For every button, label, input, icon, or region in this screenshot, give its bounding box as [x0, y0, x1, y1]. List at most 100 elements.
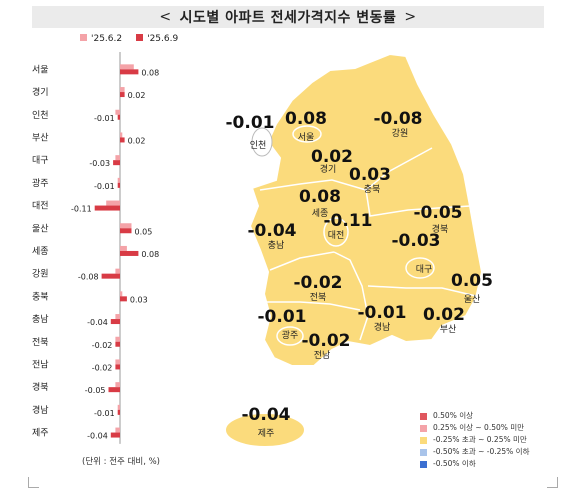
map-boundary-gyeongnam [367, 285, 477, 297]
map-value-label: -0.08 [374, 109, 423, 129]
bar-series-1 [120, 132, 123, 138]
map-legend-label: -0.50% 초과 ~ -0.25% 이하 [433, 447, 530, 456]
bar-series-1 [120, 245, 127, 251]
bar-series-2 [120, 92, 125, 98]
map-value-label: -0.02 [302, 331, 351, 351]
bar-series-2 [101, 273, 120, 279]
bar-series-2 [120, 137, 125, 143]
map-region-name: 강원 [392, 128, 409, 139]
map-daejeon [323, 217, 349, 247]
map-region-name: 울산 [464, 294, 481, 305]
map-value-label: 0.02 [311, 147, 353, 167]
map-value-label: 0.08 [285, 109, 327, 129]
bar-series-1 [115, 109, 120, 115]
chart-title-bar: < 시도별 아파트 전세가격지수 변동률 > [32, 6, 544, 28]
map-value-label: -0.01 [258, 307, 307, 327]
map-legend-label: -0.25% 초과 ~ 0.25% 미만 [433, 435, 527, 444]
data-label: -0.05 [85, 386, 106, 395]
bar-series-2 [110, 432, 120, 438]
map-seoul [292, 125, 322, 143]
map-region-name: 충남 [268, 240, 285, 251]
bar-series-1 [115, 336, 120, 342]
bar-series-1 [120, 223, 132, 229]
map-legend-row: -0.50% 초과 ~ -0.25% 이하 [420, 446, 529, 458]
map-legend-label: 0.50% 이상 [433, 411, 474, 420]
bar-series-1 [115, 359, 120, 365]
map-region-name: 대전 [328, 230, 345, 241]
map-legend-label: 0.25% 이상 ~ 0.50% 미만 [433, 423, 525, 432]
series-legend: '25.6.2 '25.6.9 [80, 34, 178, 44]
map-region-name: 경북 [432, 223, 449, 235]
data-label: 0.02 [128, 136, 146, 145]
bar-series-1 [115, 427, 120, 433]
map-region-name: 충북 [364, 184, 381, 195]
bar-series-2 [120, 250, 139, 256]
data-label: -0.02 [92, 363, 113, 372]
map-jeju [224, 412, 306, 448]
map-boundary-jeonnam [264, 301, 361, 311]
bar-series-2 [120, 296, 127, 302]
map-incheon [251, 127, 273, 157]
map-region-name: 대구 [416, 264, 433, 275]
map-region-name: 광주 [282, 329, 299, 341]
bar-series-2 [94, 205, 120, 211]
map-legend-row: -0.25% 초과 ~ 0.25% 미만 [420, 434, 529, 446]
category-label: 광주 [32, 177, 49, 189]
legend-label-series-1: '25.6.2 [91, 34, 123, 44]
bar-series-2 [120, 228, 132, 234]
category-label: 제주 [32, 428, 49, 439]
category-label: 충남 [32, 314, 49, 325]
bar-series-1 [115, 314, 120, 320]
map-legend-swatch [420, 448, 427, 456]
category-label: 대구 [32, 155, 49, 166]
map-region-name: 세종 [312, 208, 329, 219]
map-boundary-east-west [333, 251, 369, 341]
legend-label-series-2: '25.6.9 [147, 34, 179, 44]
category-label: 경남 [32, 404, 49, 416]
bar-series-1 [115, 268, 120, 274]
bar-series-1 [120, 291, 123, 297]
map-region-name: 부산 [440, 324, 457, 335]
map-boundary-north-south [259, 147, 433, 191]
category-label: 부산 [32, 132, 49, 143]
bar-series-2 [115, 364, 120, 370]
data-label: -0.01 [94, 182, 115, 191]
bar-series-1 [120, 64, 134, 70]
bar-series-1 [106, 200, 120, 206]
data-label: 0.08 [141, 68, 159, 77]
bar-chart: 서울 0.08 경기 0.02 인천 -0.01 부산 0.02 대구 -0.03 광주 -0.01 대… [32, 52, 159, 444]
bar-series-2 [108, 387, 120, 393]
category-label: 전남 [32, 359, 49, 370]
unit-note: (단위 : 전주 대비, %) [82, 457, 161, 467]
corner-mark-right [547, 477, 558, 488]
bar-series-2 [110, 319, 120, 325]
map-daegu [405, 257, 435, 279]
map-boundary-gyeongbuk [365, 189, 471, 217]
map-value-label: 0.05 [451, 271, 493, 291]
bar-series-2 [117, 182, 120, 188]
map-region-name: 인천 [250, 140, 267, 151]
map-region-name: 전남 [314, 350, 331, 361]
data-label: 0.08 [141, 250, 159, 259]
title-arrow-left: < [159, 9, 172, 25]
data-label: -0.08 [78, 273, 99, 282]
data-label: -0.04 [87, 318, 108, 327]
title-arrow-right: > [404, 9, 417, 25]
corner-mark-left [28, 477, 39, 488]
map-legend-label: -0.50% 이하 [433, 459, 476, 468]
legend-item-series-2: '25.6.9 [136, 34, 178, 44]
data-label: -0.01 [94, 114, 115, 123]
bar-series-2 [115, 341, 120, 347]
map-region-name: 서울 [298, 132, 315, 143]
map-legend-swatch [420, 436, 427, 444]
bar-series-2 [117, 409, 120, 415]
category-label: 전북 [32, 337, 49, 348]
legend-swatch-series-1 [80, 34, 87, 41]
bar-series-1 [115, 155, 120, 161]
map-boundary-jeonbuk [269, 251, 335, 271]
map-legend: 0.50% 이상 0.25% 이상 ~ 0.50% 미만 -0.25% 초과 ~… [420, 410, 529, 470]
map-value-label: -0.01 [358, 303, 407, 323]
data-label: -0.01 [94, 409, 115, 418]
map-legend-row: -0.50% 이하 [420, 458, 529, 470]
data-label: 0.05 [135, 227, 153, 236]
